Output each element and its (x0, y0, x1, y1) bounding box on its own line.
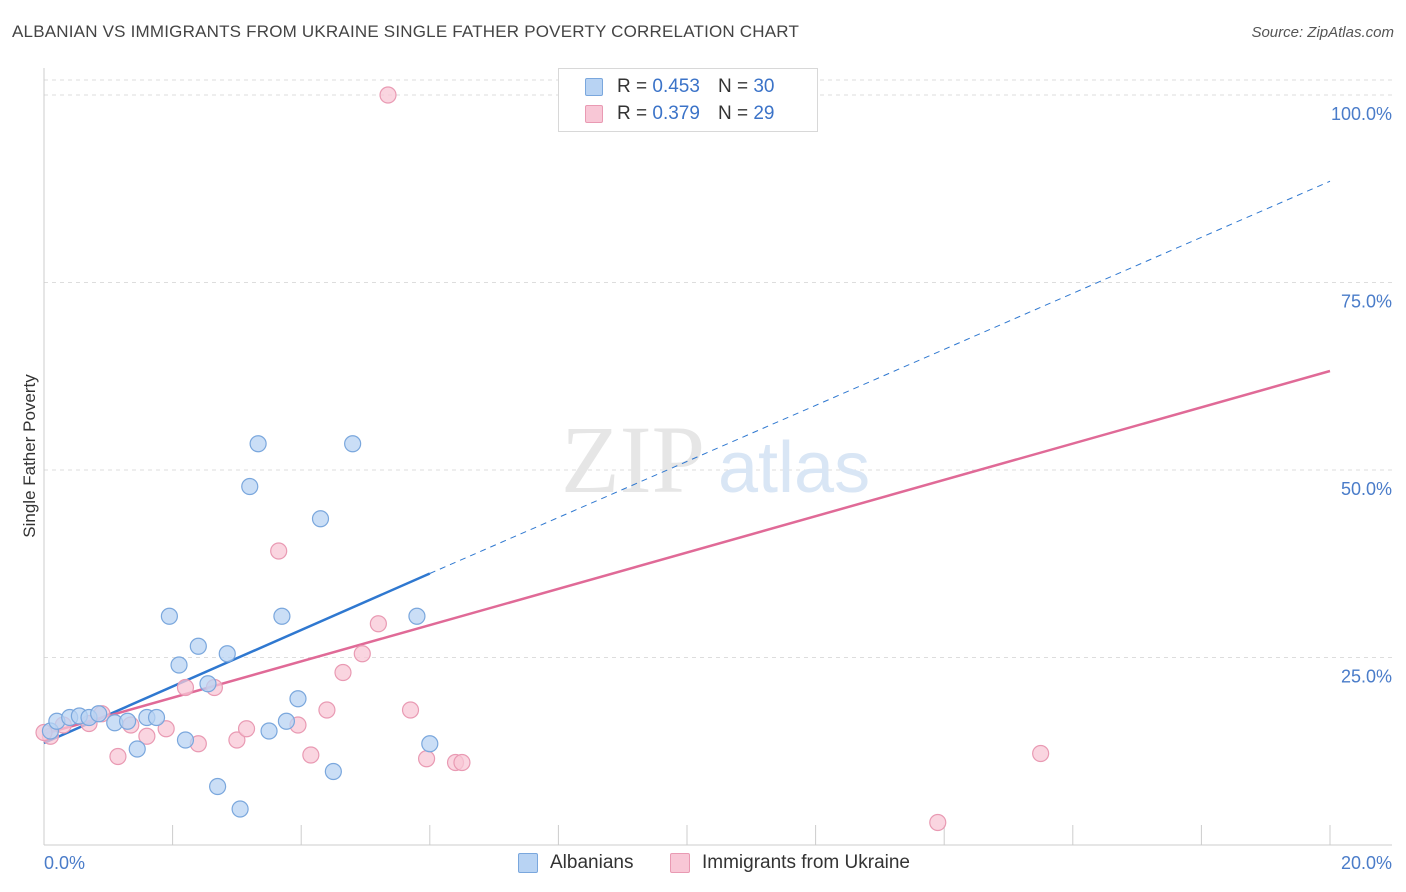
watermark: ZIP atlas (561, 406, 870, 513)
albanians-point[interactable] (147, 708, 166, 727)
ukraine-point[interactable] (401, 701, 420, 719)
source-credit: Source: ZipAtlas.com (1251, 24, 1394, 41)
albanians-point[interactable] (408, 607, 426, 625)
ukraine-point[interactable] (138, 727, 156, 745)
legend-row-albanians: R = 0.453 N = 30 (585, 75, 774, 99)
albanians-point[interactable] (128, 740, 146, 758)
y-tick-label: 50.0% (1341, 479, 1392, 499)
ukraine-trend-line (43, 369, 1331, 736)
ukraine-point[interactable] (334, 663, 352, 682)
ukraine-swatch (670, 853, 690, 873)
albanians-point[interactable] (209, 777, 227, 796)
albanians-point[interactable] (289, 690, 307, 708)
grid-layer (44, 79, 1392, 658)
ukraine-point[interactable] (353, 645, 371, 663)
ukraine-point[interactable] (176, 678, 195, 697)
albanians-point[interactable] (421, 735, 439, 753)
ukraine-point[interactable] (929, 813, 947, 832)
legend-row-ukraine: R = 0.379 N = 29 (585, 102, 774, 126)
ukraine-swatch (585, 105, 603, 123)
albanians-point[interactable] (344, 435, 362, 453)
albanians-point[interactable] (241, 477, 259, 496)
ukraine-point[interactable] (417, 750, 436, 768)
ukraine-point[interactable] (302, 746, 320, 764)
albanians-point[interactable] (273, 607, 291, 625)
correlation-legend: R = 0.453 N = 30 R = 0.379 N = 29 (558, 68, 818, 132)
legend-r-label: R = (617, 103, 648, 124)
albanians-point[interactable] (90, 705, 108, 723)
ukraine-point[interactable] (453, 753, 471, 772)
ukraine-point[interactable] (157, 720, 175, 738)
watermark-zip: ZIP (561, 406, 705, 513)
ukraine-point[interactable] (369, 615, 387, 633)
chart-title: ALBANIAN VS IMMIGRANTS FROM UKRAINE SING… (12, 22, 800, 41)
y-tick-label: 100.0% (1331, 104, 1392, 124)
albanians-point[interactable] (324, 762, 342, 781)
legend-n-label: N = (717, 76, 749, 97)
data-points (35, 86, 1050, 832)
albanians-point[interactable] (176, 731, 195, 749)
legend-n-label: N = (717, 103, 749, 124)
albanians-point[interactable] (160, 607, 178, 625)
legend-label-albanians: Albanians (550, 852, 634, 873)
ukraine-point[interactable] (318, 701, 336, 719)
legend-item-ukraine: Immigrants from Ukraine (670, 852, 910, 874)
ukraine-point[interactable] (109, 747, 127, 766)
tick-labels: 25.0% 50.0% 75.0% 100.0% 0.0% 20.0% (44, 104, 1392, 873)
ukraine-point[interactable] (237, 720, 256, 738)
legend-n-value: 29 (753, 103, 775, 124)
ukraine-point[interactable] (379, 86, 397, 104)
albanians-point[interactable] (260, 722, 278, 740)
axis-layer (43, 68, 1392, 846)
albanians-point[interactable] (189, 637, 207, 655)
legend-r-value: 0.453 (652, 76, 700, 97)
y-axis-label: Single Father Poverty (20, 374, 39, 538)
ukraine-point[interactable] (1032, 744, 1050, 763)
legend-label-ukraine: Immigrants from Ukraine (702, 852, 910, 873)
albanians-trend-extension (429, 180, 1331, 574)
ukraine-point[interactable] (270, 542, 288, 560)
legend-item-albanians: Albanians (518, 852, 633, 874)
albanians-point[interactable] (249, 435, 267, 453)
x-tick-label: 20.0% (1341, 853, 1392, 873)
legend-r-value: 0.379 (652, 103, 700, 124)
albanians-swatch (518, 853, 538, 873)
watermark-atlas: atlas (718, 428, 870, 508)
y-tick-label: 25.0% (1341, 667, 1392, 687)
ukraine-point[interactable] (228, 731, 246, 749)
albanians-point[interactable] (231, 800, 249, 818)
albanians-point[interactable] (218, 645, 236, 663)
albanians-point[interactable] (277, 712, 296, 730)
legend-n-value: 30 (753, 76, 775, 97)
series-legend: Albanians Immigrants from Ukraine (0, 852, 1406, 876)
x-tick-label: 0.0% (44, 853, 85, 873)
y-tick-label: 75.0% (1341, 292, 1392, 312)
albanians-swatch (585, 78, 603, 96)
albanians-point[interactable] (118, 712, 137, 730)
albanians-point[interactable] (311, 510, 330, 528)
legend-r-label: R = (617, 76, 648, 97)
albanians-point[interactable] (199, 675, 217, 693)
albanians-point[interactable] (170, 656, 188, 674)
